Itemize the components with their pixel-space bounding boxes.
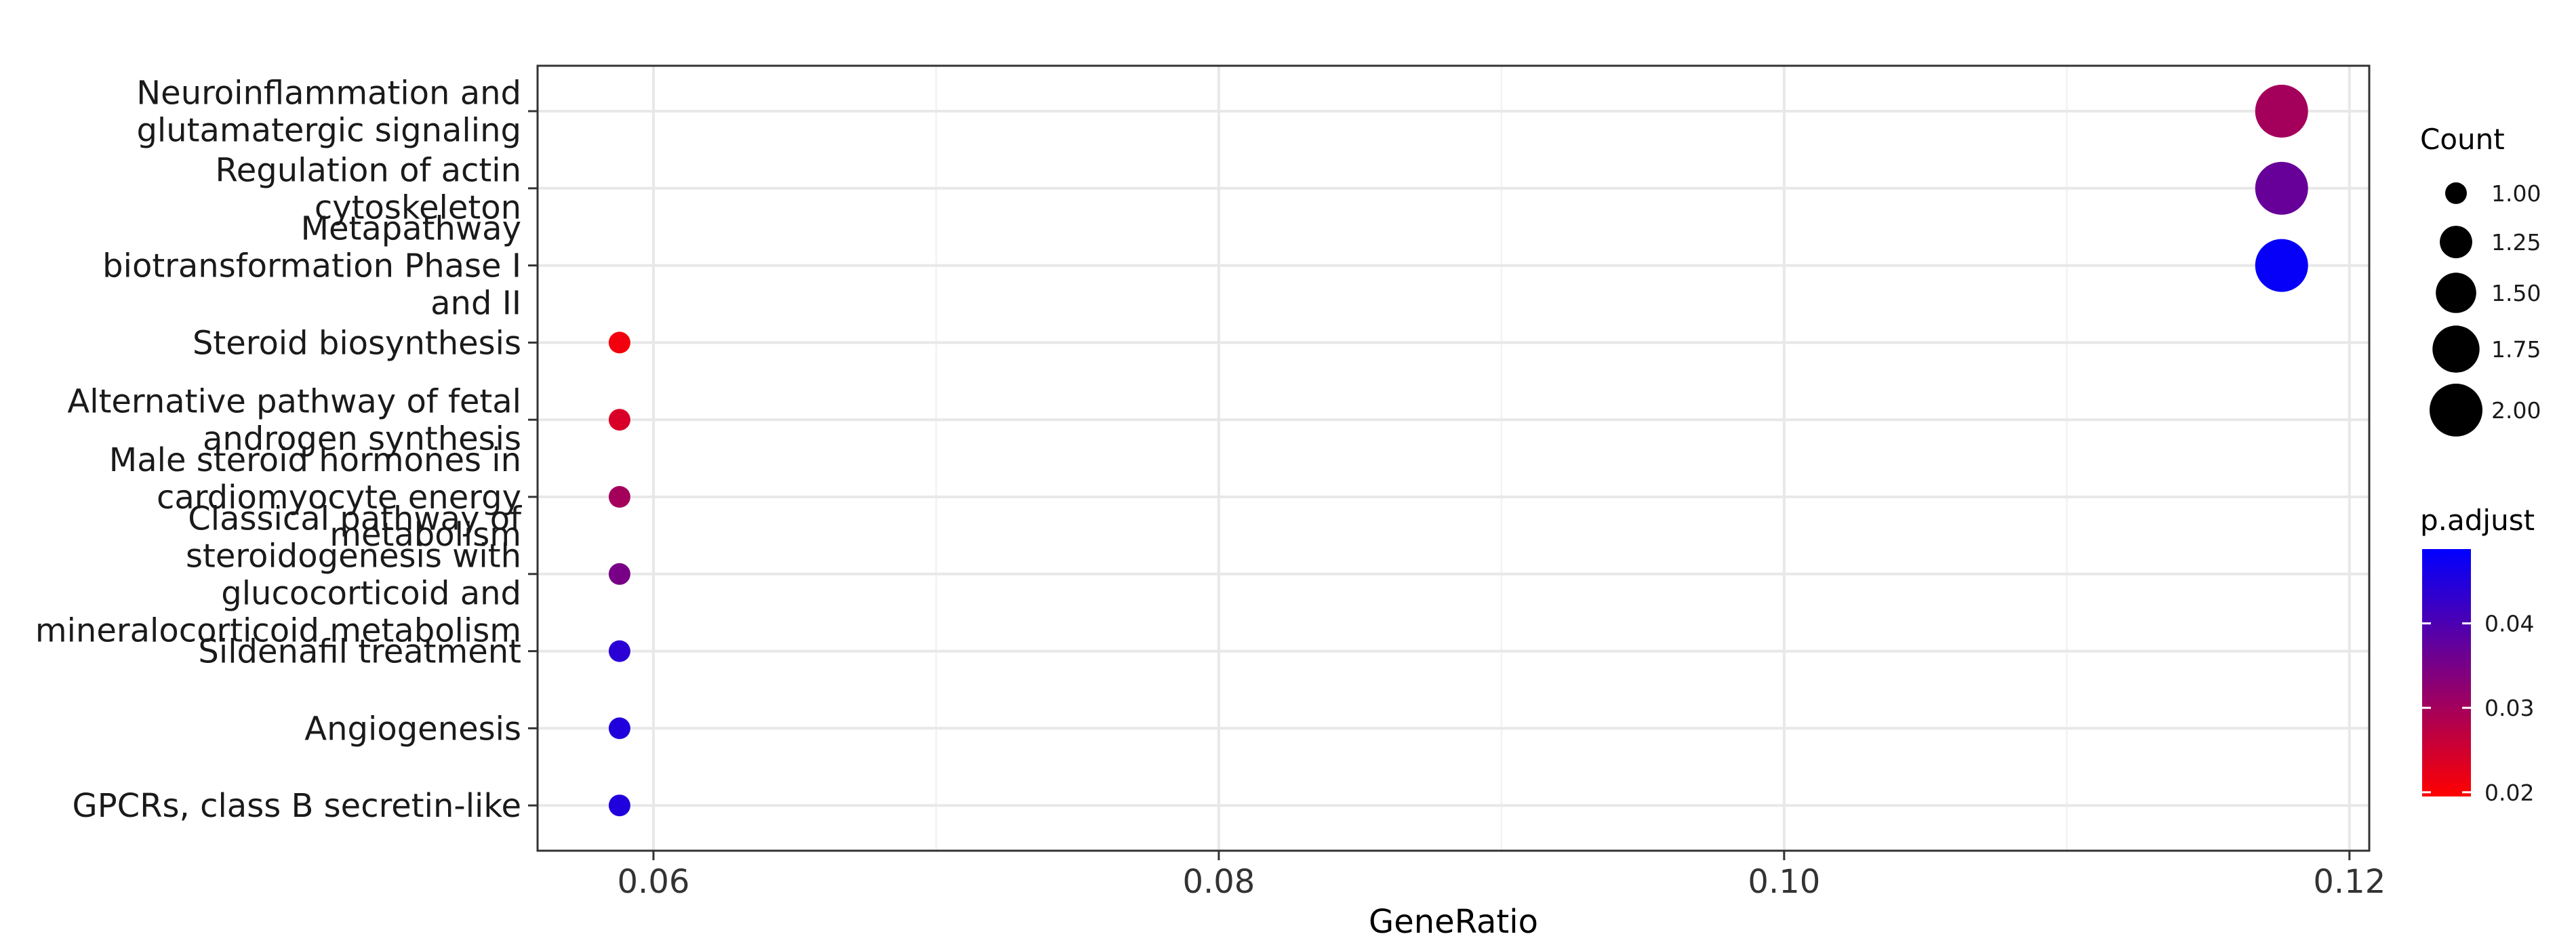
count-legend-key xyxy=(2432,325,2480,373)
data-points xyxy=(608,85,2308,817)
gridlines xyxy=(538,66,2369,851)
data-point xyxy=(608,563,630,585)
y-tick-label-line: Male steroid hormones in xyxy=(109,441,521,479)
p-adjust-legend-title: p.adjust xyxy=(2420,504,2535,537)
count-legend-key xyxy=(2430,384,2482,437)
count-legend: Count 1.00 1.25 1.50 1.75 2.00 xyxy=(2420,123,2541,437)
y-tick-label: Alternative pathway of fetal androgen syn… xyxy=(67,383,521,458)
y-tick-label-line: cardiomyocyte energy xyxy=(157,479,521,517)
data-point xyxy=(2255,161,2308,215)
count-legend-label: 1.75 xyxy=(2491,336,2541,363)
y-tick-label-line: mineralocorticoid metabolism xyxy=(35,611,521,649)
count-legend-title: Count xyxy=(2420,123,2505,156)
x-tick-label: 0.10 xyxy=(1748,863,1820,901)
x-axis: 0.06 0.08 0.10 0.12 xyxy=(618,851,2386,901)
y-tick-label-line: and II xyxy=(430,285,521,323)
y-tick-label-line: glutamatergic signaling xyxy=(136,112,521,150)
y-tick-label: Angiogenesis xyxy=(304,710,521,748)
y-tick-label-line: androgen synthesis xyxy=(203,420,521,458)
x-axis-title: GeneRatio xyxy=(1369,903,1538,941)
y-tick-label: Classical pathway of steroidogenesis with… xyxy=(35,500,522,649)
count-legend-label: 1.25 xyxy=(2491,229,2541,256)
y-tick-label-line: Alternative pathway of fetal xyxy=(67,383,521,421)
data-point xyxy=(608,640,630,662)
y-tick-label-line: Steroid biosynthesis xyxy=(193,324,521,362)
y-tick-label-line: cytoskeleton xyxy=(315,188,521,226)
data-point xyxy=(608,331,630,354)
count-legend-key xyxy=(2436,272,2476,313)
y-axis: Neuroinflammation and glutamatergic signa… xyxy=(35,75,538,825)
y-tick-label-line: GPCRs, class B secretin-like xyxy=(73,787,521,825)
y-tick-label-line: biotransformation Phase I xyxy=(102,247,521,285)
y-tick-label-line: Regulation of actin xyxy=(216,151,521,189)
y-tick-label-line: Neuroinflammation and xyxy=(136,75,521,113)
y-tick-label-line: Angiogenesis xyxy=(304,710,521,748)
data-point xyxy=(608,794,630,817)
y-tick-label-line: Sildenafil treatment xyxy=(198,633,521,671)
data-point xyxy=(2255,85,2308,138)
y-tick-label: GPCRs, class B secretin-like xyxy=(73,787,521,825)
plot-panel-border xyxy=(536,64,2371,852)
data-point xyxy=(608,717,630,740)
p-adjust-legend-label: 0.02 xyxy=(2484,780,2534,806)
count-legend-key xyxy=(2440,226,2472,258)
y-tick-label-line: steroidogenesis with xyxy=(186,537,521,575)
y-tick-label-line: Metapathway xyxy=(301,210,521,248)
count-legend-label: 1.50 xyxy=(2491,280,2541,306)
y-tick-label-line: glucocorticoid and xyxy=(221,574,521,612)
x-tick-label: 0.12 xyxy=(2313,863,2386,901)
p-adjust-colorbar xyxy=(2422,549,2471,796)
p-adjust-legend-label: 0.03 xyxy=(2484,695,2534,721)
data-point xyxy=(608,409,630,431)
p-adjust-legend-label: 0.04 xyxy=(2484,611,2534,637)
y-tick-label: Regulation of actin cytoskeleton xyxy=(216,151,521,226)
count-legend-label: 1.00 xyxy=(2491,180,2541,207)
data-point xyxy=(608,486,630,508)
y-tick-label: Sildenafil treatment xyxy=(198,633,521,671)
count-legend-label: 2.00 xyxy=(2491,397,2541,424)
y-tick-label: Male steroid hormones in cardiomyocyte en… xyxy=(109,441,521,554)
p-adjust-legend: p.adjust 0.02 0.03 0.04 xyxy=(2420,504,2535,806)
count-legend-key xyxy=(2445,182,2467,204)
x-tick-label: 0.06 xyxy=(618,863,690,901)
y-tick-label-line: metabolism xyxy=(329,516,521,554)
y-tick-label: Neuroinflammation and glutamatergic signa… xyxy=(136,75,521,150)
x-tick-label: 0.08 xyxy=(1182,863,1255,901)
y-tick-label: Steroid biosynthesis xyxy=(193,324,521,362)
data-point xyxy=(2255,239,2308,292)
y-tick-label-line: Classical pathway of xyxy=(188,500,522,538)
